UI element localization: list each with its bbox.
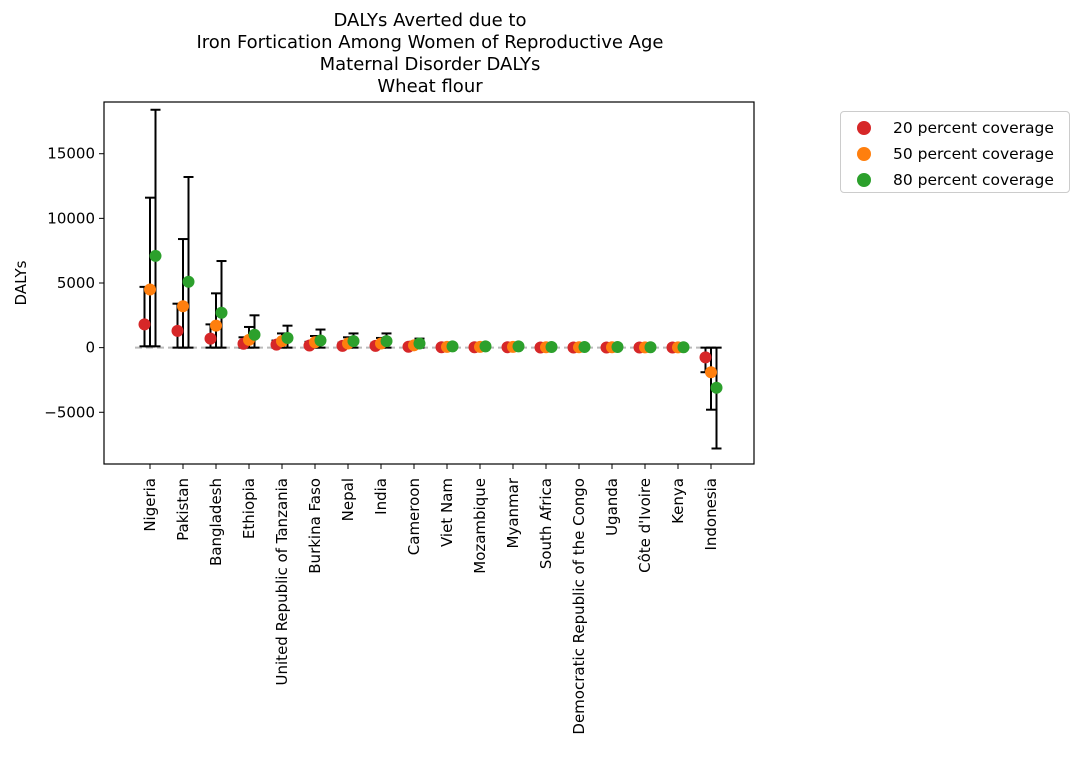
data-point [177,300,189,313]
data-point [281,331,294,344]
data-point [171,324,184,337]
x-tick-label: Burkina Faso [306,478,324,574]
plot-frame [103,101,755,465]
data-point [149,249,162,262]
title-line-4: Wheat flour [377,76,483,97]
legend-marker-80 [857,173,871,187]
x-tick-label: Ethiopia [240,478,258,539]
y-axis-ticks: −5000 0 5000 10000 15000 [44,145,104,421]
data-point [446,340,459,353]
data-point [677,341,690,354]
data-point [380,335,393,348]
data-point [204,332,217,345]
x-tick-label: Côte d'Ivoire [636,478,654,573]
data-point [182,275,195,288]
data-point [138,318,151,331]
data-point [578,340,591,353]
legend-marker-50 [857,147,871,161]
x-tick-label: Indonesia [702,478,720,551]
data-point [545,340,558,353]
data-point [710,381,723,394]
x-tick-label: Pakistan [174,478,192,541]
title-line-2: Iron Fortication Among Women of Reproduc… [196,32,663,53]
y-tick-label: 0 [85,339,95,357]
data-point [248,328,261,341]
data-point [699,351,712,364]
data-point [144,283,156,296]
x-tick-label: Bangladesh [207,478,225,566]
plot-area [135,108,723,450]
y-axis-label: DALYs [12,260,30,305]
x-tick-label: Myanmar [504,477,522,548]
y-tick-label: 5000 [57,274,95,292]
x-axis-ticks: Nigeria Pakistan Bangladesh Ethiopia United … [141,464,720,735]
x-tick-label: Viet Nam [438,478,456,547]
chart-title: DALYs Averted due to Iron Fortication Am… [196,10,663,97]
data-point [479,340,492,353]
x-tick-label: Kenya [669,478,687,524]
x-tick-label: United Republic of Tanzania [273,478,291,685]
x-tick-label: India [372,478,390,515]
x-tick-label: South Africa [537,478,555,569]
data-point [413,337,426,350]
legend-marker-20 [857,121,871,135]
data-point [210,319,222,332]
title-line-1: DALYs Averted due to [334,10,527,31]
legend: 20 percent coverage 50 percent coverage … [840,111,1070,193]
data-point [705,366,717,379]
data-point [314,334,327,347]
data-point [215,306,228,319]
x-tick-label: Uganda [603,478,621,536]
y-tick-label: 15000 [47,145,95,163]
legend-item-50: 50 percent coverage [841,141,1069,167]
y-tick-label: 10000 [47,209,95,227]
x-tick-label: Nigeria [141,478,159,532]
y-tick-label: −5000 [44,403,95,421]
x-tick-label: Nepal [339,478,357,521]
x-tick-label: Mozambique [471,478,489,574]
x-tick-label: Cameroon [405,478,423,555]
data-point [644,341,657,354]
data-point [512,340,525,353]
title-line-3: Maternal Disorder DALYs [320,54,541,75]
x-tick-label: Democratic Republic of the Congo [570,478,588,735]
data-point [347,335,360,348]
legend-label-50: 50 percent coverage [893,145,1054,163]
data-point [611,340,624,353]
legend-label-20: 20 percent coverage [893,119,1054,137]
legend-item-80: 80 percent coverage [841,167,1069,193]
legend-label-80: 80 percent coverage [893,171,1054,189]
legend-item-20: 20 percent coverage [841,115,1069,141]
